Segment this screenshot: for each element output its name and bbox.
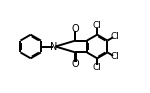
Text: Cl: Cl (111, 32, 120, 41)
Text: Cl: Cl (93, 63, 102, 72)
Text: O: O (72, 59, 79, 69)
Text: Cl: Cl (93, 21, 102, 30)
Text: O: O (72, 24, 79, 34)
Text: Cl: Cl (111, 52, 120, 61)
Text: N: N (50, 41, 58, 52)
